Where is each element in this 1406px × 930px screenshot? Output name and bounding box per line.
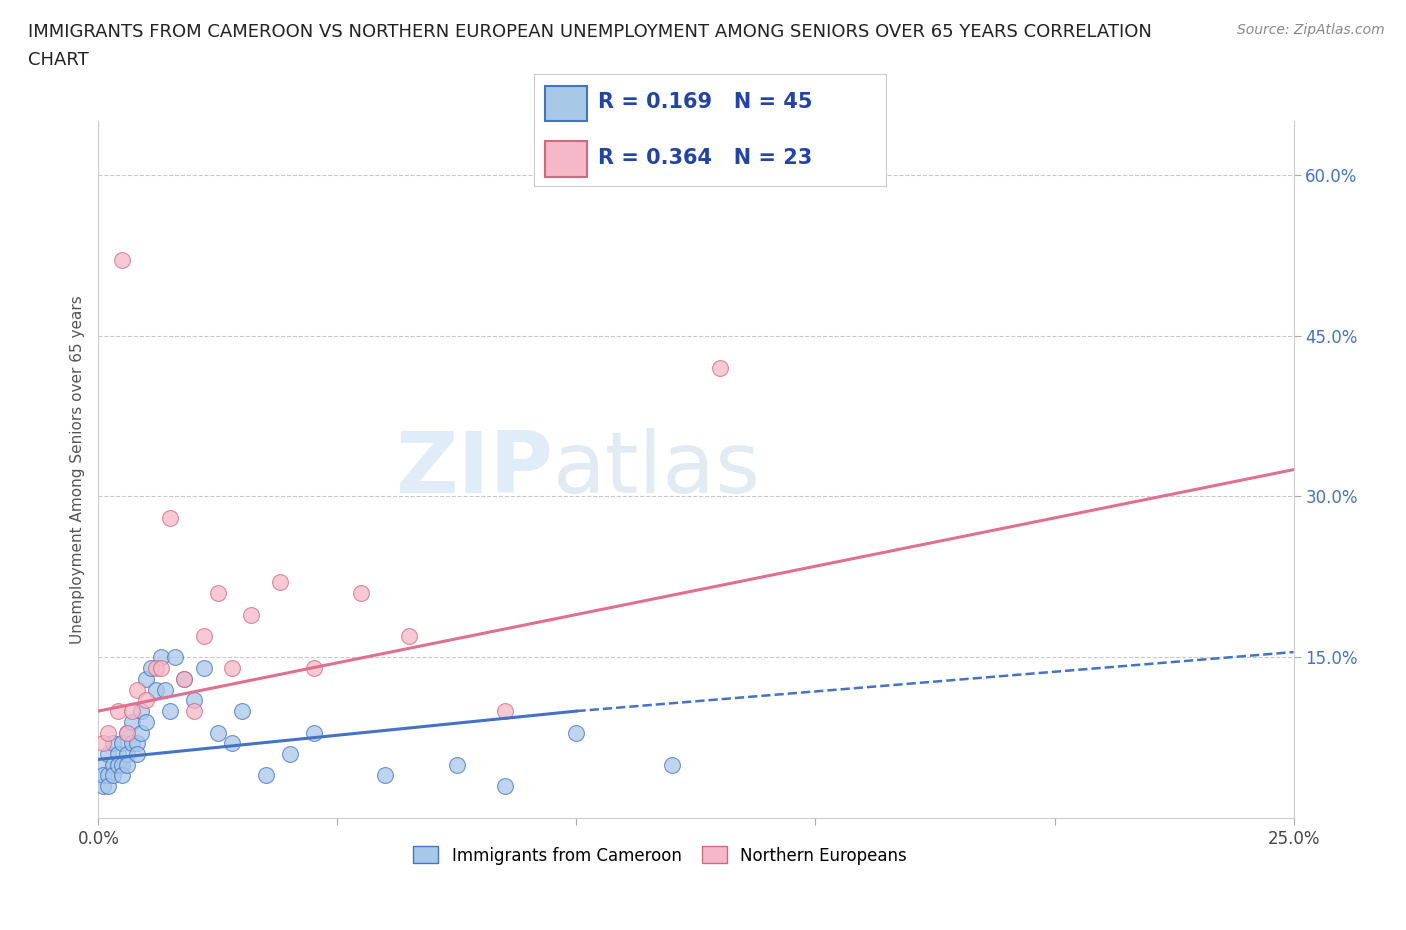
Point: [145, 660, 167, 675]
Point: [115, 725, 138, 740]
Bar: [544, 86, 586, 121]
Point: [278, 747, 301, 762]
Point: [111, 768, 134, 783]
Point: [101, 736, 124, 751]
Point: [121, 736, 143, 751]
Point: [101, 757, 124, 772]
Point: [221, 736, 243, 751]
Point: [139, 660, 162, 675]
Point: [121, 704, 143, 719]
Point: [125, 736, 148, 751]
Point: [91, 757, 114, 772]
Point: [101, 768, 124, 783]
Point: [302, 660, 325, 675]
Point: [135, 693, 157, 708]
Legend: Immigrants from Cameroon, Northern Europeans: Immigrants from Cameroon, Northern Europ…: [405, 838, 915, 873]
Point: [91, 768, 114, 783]
Point: [565, 725, 588, 740]
Text: ZIP: ZIP: [395, 428, 553, 512]
Point: [173, 671, 195, 686]
Point: [107, 757, 129, 772]
Point: [125, 747, 148, 762]
Point: [97, 747, 120, 762]
Text: CHART: CHART: [28, 51, 89, 69]
Point: [221, 660, 243, 675]
Point: [159, 511, 181, 525]
Point: [207, 586, 229, 601]
Point: [398, 629, 420, 644]
Point: [149, 660, 172, 675]
Point: [107, 747, 129, 762]
Point: [91, 778, 114, 793]
Point: [709, 360, 731, 375]
Point: [240, 607, 263, 622]
Point: [145, 683, 167, 698]
Point: [193, 629, 215, 644]
Point: [107, 704, 129, 719]
Point: [115, 747, 138, 762]
Point: [494, 704, 516, 719]
Text: R = 0.169   N = 45: R = 0.169 N = 45: [598, 92, 813, 113]
Point: [173, 671, 195, 686]
Point: [135, 714, 157, 729]
Point: [183, 693, 205, 708]
Point: [302, 725, 325, 740]
Text: R = 0.364   N = 23: R = 0.364 N = 23: [598, 148, 811, 168]
Point: [661, 757, 683, 772]
Point: [111, 736, 134, 751]
Point: [159, 704, 181, 719]
Point: [131, 725, 153, 740]
Point: [183, 704, 205, 719]
Point: [121, 714, 143, 729]
Point: [231, 704, 253, 719]
Text: IMMIGRANTS FROM CAMEROON VS NORTHERN EUROPEAN UNEMPLOYMENT AMONG SENIORS OVER 65: IMMIGRANTS FROM CAMEROON VS NORTHERN EUR…: [28, 23, 1152, 41]
Point: [163, 650, 186, 665]
Point: [111, 253, 134, 268]
Point: [97, 768, 120, 783]
Point: [269, 575, 291, 590]
Point: [125, 683, 148, 698]
Text: atlas: atlas: [553, 428, 761, 512]
Point: [135, 671, 157, 686]
Point: [446, 757, 468, 772]
Point: [97, 725, 120, 740]
Point: [207, 725, 229, 740]
Point: [374, 768, 396, 783]
Point: [494, 778, 516, 793]
Point: [131, 704, 153, 719]
Text: Source: ZipAtlas.com: Source: ZipAtlas.com: [1237, 23, 1385, 37]
Point: [115, 757, 138, 772]
Point: [149, 650, 172, 665]
Point: [111, 757, 134, 772]
Point: [155, 683, 177, 698]
Point: [193, 660, 215, 675]
Y-axis label: Unemployment Among Seniors over 65 years: Unemployment Among Seniors over 65 years: [69, 296, 84, 644]
Point: [91, 736, 114, 751]
Point: [115, 725, 138, 740]
Point: [350, 586, 373, 601]
Point: [254, 768, 277, 783]
Bar: [544, 141, 586, 177]
Point: [97, 778, 120, 793]
